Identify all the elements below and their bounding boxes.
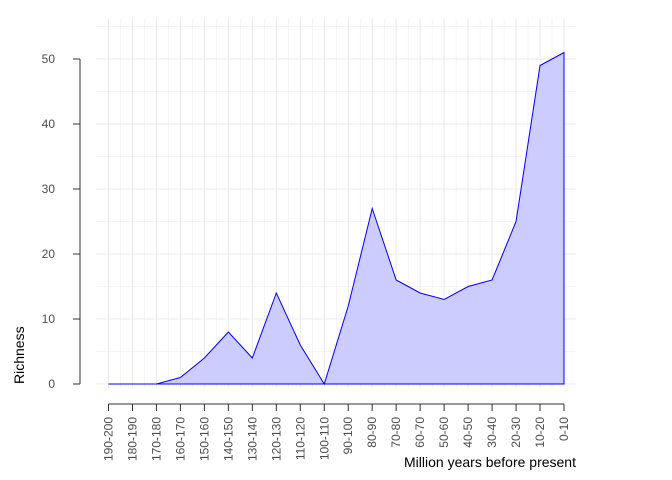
x-tick-label: 110-120 [293, 417, 307, 460]
x-tick-label: 130-140 [245, 417, 259, 461]
x-tick-label: 180-190 [125, 417, 139, 461]
x-tick-label: 140-150 [221, 417, 235, 461]
y-axis: 0 10 20 30 40 50 [42, 52, 81, 391]
x-axis: 190-200 180-190 170-180 160-170 150-160 140-1… [102, 403, 571, 461]
x-tick-label: 0-10 [557, 417, 571, 441]
x-tick-label: 20-30 [509, 417, 523, 448]
series-line [108, 51, 565, 386]
x-tick-label: 90-100 [341, 417, 355, 455]
x-tick-label: 10-20 [533, 417, 547, 448]
x-tick-label: 150-160 [197, 417, 211, 461]
x-tick-label: 30-40 [485, 417, 499, 448]
area-fill [108, 52, 564, 384]
y-tick-label: 40 [42, 117, 56, 131]
y-tick-label: 10 [42, 312, 56, 326]
x-tick-label: 170-180 [149, 417, 163, 461]
area-series [108, 51, 565, 386]
x-tick-label: 190-200 [102, 417, 116, 461]
y-tick-label: 0 [48, 377, 55, 391]
x-tick-label: 80-90 [365, 417, 379, 448]
y-tick-label: 20 [42, 247, 56, 261]
x-tick-label: 60-70 [413, 417, 427, 448]
x-tick-label: 100-110 [317, 417, 331, 460]
x-tick-label: 70-80 [389, 417, 403, 448]
y-axis-title: Richness [11, 326, 27, 384]
x-tick-label: 50-60 [437, 417, 451, 448]
x-axis-title: Million years before present [404, 454, 576, 470]
y-tick-label: 50 [42, 52, 56, 66]
x-tick-label: 160-170 [173, 417, 187, 461]
y-tick-label: 30 [42, 182, 56, 196]
x-tick-label: 40-50 [461, 417, 475, 448]
x-tick-label: 120-130 [269, 417, 283, 461]
